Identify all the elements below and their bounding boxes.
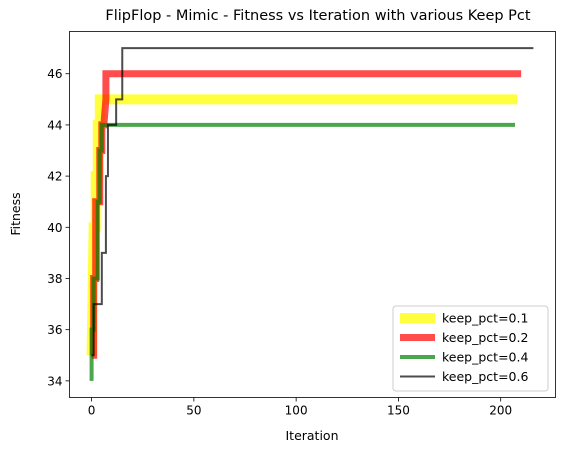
y-tick-label: 46 — [47, 67, 62, 81]
legend-label-1: keep_pct=0.1 — [442, 311, 528, 326]
y-axis-label: Fitness — [8, 192, 23, 235]
x-tick-label: 150 — [387, 404, 410, 418]
y-tick-label: 42 — [47, 170, 62, 184]
y-tick-label: 44 — [47, 118, 62, 132]
x-tick-label: 50 — [186, 404, 201, 418]
x-tick-label: 100 — [285, 404, 308, 418]
x-axis-ticks: 0 50 100 150 200 — [88, 398, 512, 418]
chart-title: FlipFlop - Mimic - Fitness vs Iteration … — [105, 8, 531, 24]
legend: keep_pct=0.1 keep_pct=0.2 keep_pct=0.4keep… — [393, 306, 548, 391]
legend-label-2: keep_pct=0.2 — [442, 330, 528, 345]
legend-label-3: keep_pct=0.4 — [442, 350, 528, 365]
legend-label-4: keep_pct=0.6 — [442, 369, 528, 384]
x-tick-label: 0 — [88, 404, 96, 418]
x-axis-label: Iteration — [285, 428, 338, 443]
x-tick-label: 200 — [489, 404, 512, 418]
y-tick-label: 34 — [47, 374, 62, 388]
y-axis-ticks: 34 36 38 40 42 44 46 — [47, 67, 69, 388]
y-tick-label: 36 — [47, 323, 62, 337]
y-tick-label: 38 — [47, 272, 62, 286]
y-tick-label: 40 — [47, 221, 62, 235]
